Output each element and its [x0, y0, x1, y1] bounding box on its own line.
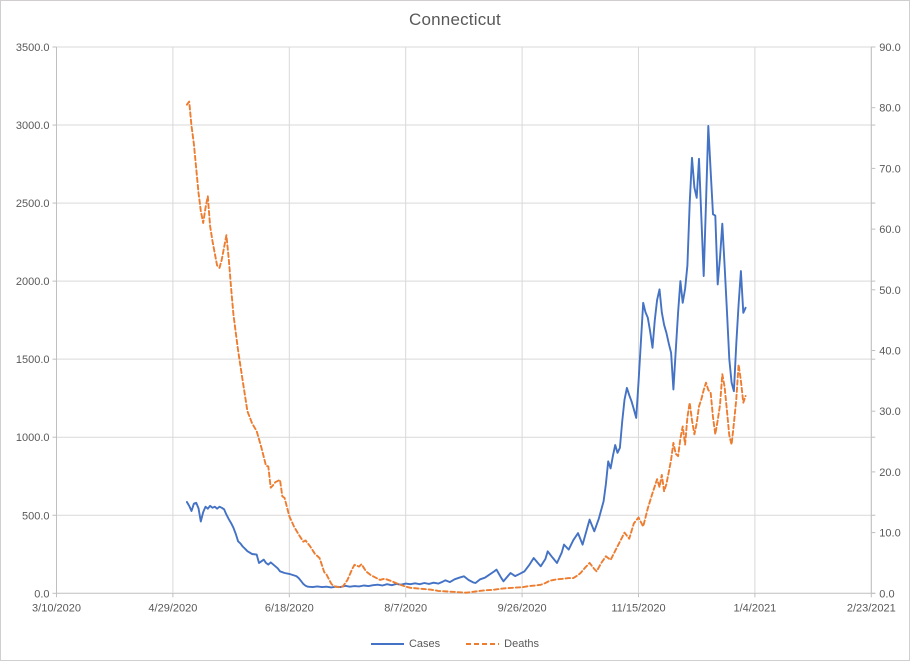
left-axis-tick-label: 1500.0 [16, 354, 50, 366]
left-axis-tick-label: 500.0 [22, 510, 50, 522]
x-axis-tick-label: 11/15/2020 [611, 602, 665, 614]
x-axis-tick-label: 1/4/2021 [733, 602, 776, 614]
x-axis-tick-label: 3/10/2020 [32, 602, 81, 614]
cases-line-swatch [370, 642, 404, 646]
cases-series-line[interactable] [185, 125, 747, 589]
chart-legend: Cases Deaths [1, 633, 909, 655]
right-axis-tick-label: 10.0 [879, 528, 900, 540]
legend-label-deaths: Deaths [504, 638, 540, 650]
chart-title: Connecticut [409, 10, 501, 29]
right-axis-tick-label: 80.0 [879, 103, 900, 115]
left-axis-tick-label: 3000.0 [16, 120, 50, 132]
x-axis-tick-label: 2/23/2021 [847, 602, 896, 614]
left-axis-tick-label: 2500.0 [16, 198, 50, 210]
legend-item-deaths[interactable]: Deaths [466, 638, 539, 650]
legend-label-cases: Cases [408, 638, 441, 650]
right-axis-tick-label: 50.0 [879, 285, 900, 297]
right-axis-tick-label: 70.0 [879, 163, 900, 175]
x-axis-tick-label: 4/29/2020 [148, 602, 197, 614]
right-axis-tick-label: 20.0 [879, 467, 900, 479]
x-axis-tick-label: 9/26/2020 [498, 602, 547, 614]
right-axis-tick-label: 30.0 [879, 406, 900, 418]
left-axis-tick-label: 1000.0 [16, 432, 50, 444]
right-axis-tick-label: 60.0 [879, 224, 900, 236]
legend-item-cases[interactable]: Cases [370, 638, 441, 650]
left-axis-tick-label: 3500.0 [16, 42, 50, 54]
right-axis-tick-label: 40.0 [879, 346, 900, 358]
left-axis-tick-label: 0.0 [34, 588, 49, 600]
x-axis-tick-label: 8/7/2020 [384, 602, 427, 614]
deaths-series-line[interactable] [185, 100, 747, 594]
right-axis-tick-label: 90.0 [879, 42, 900, 54]
left-axis-tick-label: 2000.0 [16, 276, 50, 288]
x-axis-tick-label: 6/18/2020 [265, 602, 314, 614]
deaths-line-swatch [466, 642, 500, 646]
right-axis-tick-label: 0.0 [879, 588, 894, 600]
